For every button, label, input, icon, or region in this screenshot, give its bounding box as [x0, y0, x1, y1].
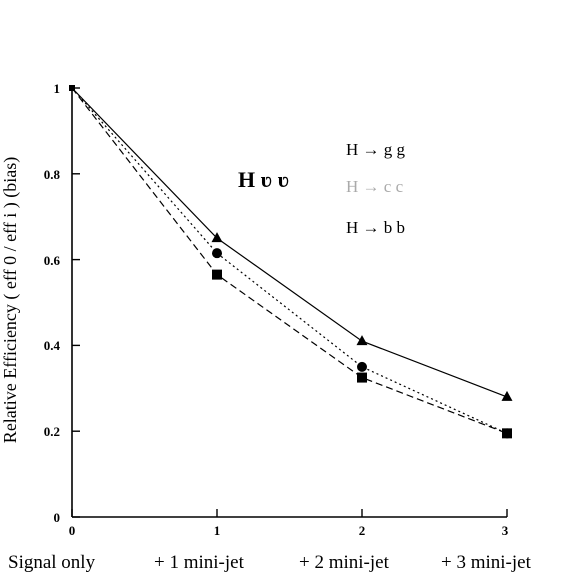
- data-point-circle: [212, 248, 222, 259]
- y-tick-label: 0.2: [44, 424, 60, 439]
- data-point-triangle: [356, 335, 368, 346]
- x-tick-label: 0: [69, 523, 76, 538]
- x-tick-label: 3: [502, 523, 509, 538]
- series-line-square: [71, 87, 508, 434]
- x-tick-label: 1: [214, 523, 221, 538]
- series-line-circle: [71, 87, 508, 434]
- x-category-label: + 3 mini-jet: [441, 552, 532, 573]
- x-tick-labels: 0 1 2 3: [69, 523, 509, 538]
- series-line-triangle: [71, 87, 508, 398]
- x-tick-label: 2: [359, 523, 366, 538]
- data-point-square: [357, 372, 367, 383]
- data-point-square: [502, 428, 512, 439]
- series-layer: [69, 85, 513, 439]
- data-point-start: [69, 85, 75, 91]
- chart-title: H ʋ ʋ: [238, 167, 289, 192]
- y-tick-label: 1: [54, 81, 61, 96]
- y-tick-label: 0.6: [44, 253, 61, 268]
- legend-entry-ggg: H → g g: [346, 140, 406, 159]
- x-category-label: + 2 mini-jet: [299, 552, 390, 573]
- legend: H → g g H → c c H → b b: [346, 140, 406, 237]
- x-category-label: + 1 mini-jet: [154, 552, 245, 573]
- x-category-label: Signal only: [8, 552, 96, 573]
- legend-entry-cc: H → c c: [346, 177, 404, 196]
- y-tick-label: 0: [54, 510, 61, 525]
- data-point-triangle: [501, 390, 513, 401]
- legend-entry-bb: H → b b: [346, 218, 405, 237]
- y-axis-label: Relative Efficiency ( eff 0 / eff i ) (b…: [0, 157, 21, 443]
- data-point-circle: [357, 361, 367, 372]
- ticks: [71, 87, 508, 518]
- x-category-labels: Signal only + 1 mini-jet + 2 mini-jet + …: [8, 552, 532, 573]
- y-tick-label: 0.8: [44, 167, 61, 182]
- y-tick-labels: 0 0.2 0.4 0.6 0.8 1: [44, 81, 61, 525]
- plot-frame: [71, 88, 507, 518]
- y-tick-label: 0.4: [44, 338, 61, 353]
- data-point-triangle: [211, 232, 223, 243]
- data-point-square: [212, 269, 222, 280]
